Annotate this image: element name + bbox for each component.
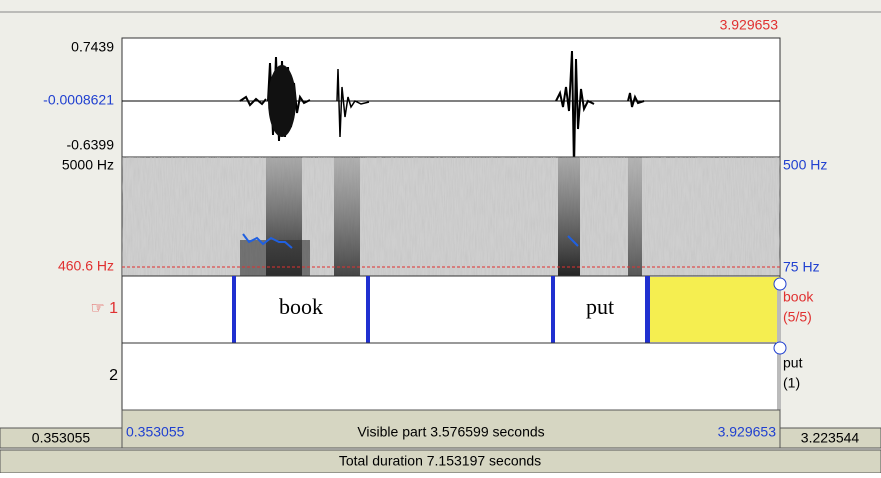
window-end: 3.223544 (801, 430, 860, 446)
visible-part: Visible part 3.576599 seconds (357, 424, 544, 440)
wave-max: 0.7439 (71, 39, 114, 55)
tier-count: (1) (783, 375, 800, 391)
spec-top-right: 500 Hz (783, 157, 827, 173)
boundary[interactable] (551, 276, 555, 343)
tier-label[interactable]: 2 (109, 367, 118, 384)
waveform-panel (122, 38, 780, 157)
spec-bottom-right: 75 Hz (783, 259, 820, 275)
tier-count: (5/5) (783, 309, 812, 325)
spectrogram-noise (122, 157, 780, 276)
window-start: 0.353055 (32, 430, 91, 446)
tier-marker (774, 342, 786, 354)
spectrogram-band (334, 157, 360, 276)
interval-label[interactable]: put (586, 294, 614, 319)
editor: 3.929653 0.7439 -0.0008621 -0.6399 5000 … (0, 0, 881, 473)
interval-label[interactable]: book (279, 294, 323, 319)
tier-label[interactable]: ☞ 1 (90, 300, 118, 317)
page: {"header": {"cursor_time": "3.929653"}, … (0, 0, 881, 478)
tier-2[interactable] (122, 343, 780, 410)
spectrogram-band (558, 157, 580, 276)
tier-name: book (783, 289, 814, 305)
wave-center: -0.0008621 (43, 92, 114, 108)
boundary[interactable] (232, 276, 236, 343)
spec-cursor-freq: 460.6 Hz (58, 258, 114, 274)
spectrogram-band (240, 240, 310, 276)
cursor-time: 3.929653 (720, 17, 779, 33)
selection (650, 277, 780, 342)
boundary[interactable] (645, 276, 650, 343)
visible-start: 0.353055 (126, 424, 185, 440)
spectrogram-band (628, 157, 642, 276)
spec-top-left: 5000 Hz (62, 157, 114, 173)
wave-min: -0.6399 (67, 137, 115, 153)
visible-end: 3.929653 (718, 424, 777, 440)
boundary[interactable] (366, 276, 370, 343)
total-duration: Total duration 7.153197 seconds (339, 453, 541, 469)
waveform-burst (268, 65, 296, 137)
tier-name: put (783, 355, 803, 371)
